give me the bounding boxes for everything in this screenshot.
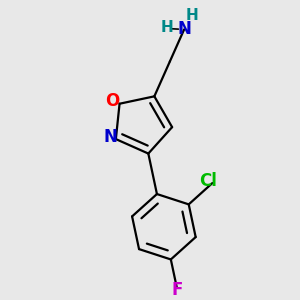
Text: Cl: Cl	[199, 172, 217, 190]
Text: N: N	[103, 128, 117, 146]
Text: H: H	[186, 8, 199, 22]
Text: H: H	[160, 20, 173, 35]
Text: O: O	[105, 92, 120, 110]
Text: F: F	[171, 281, 182, 299]
Text: N: N	[177, 20, 191, 38]
